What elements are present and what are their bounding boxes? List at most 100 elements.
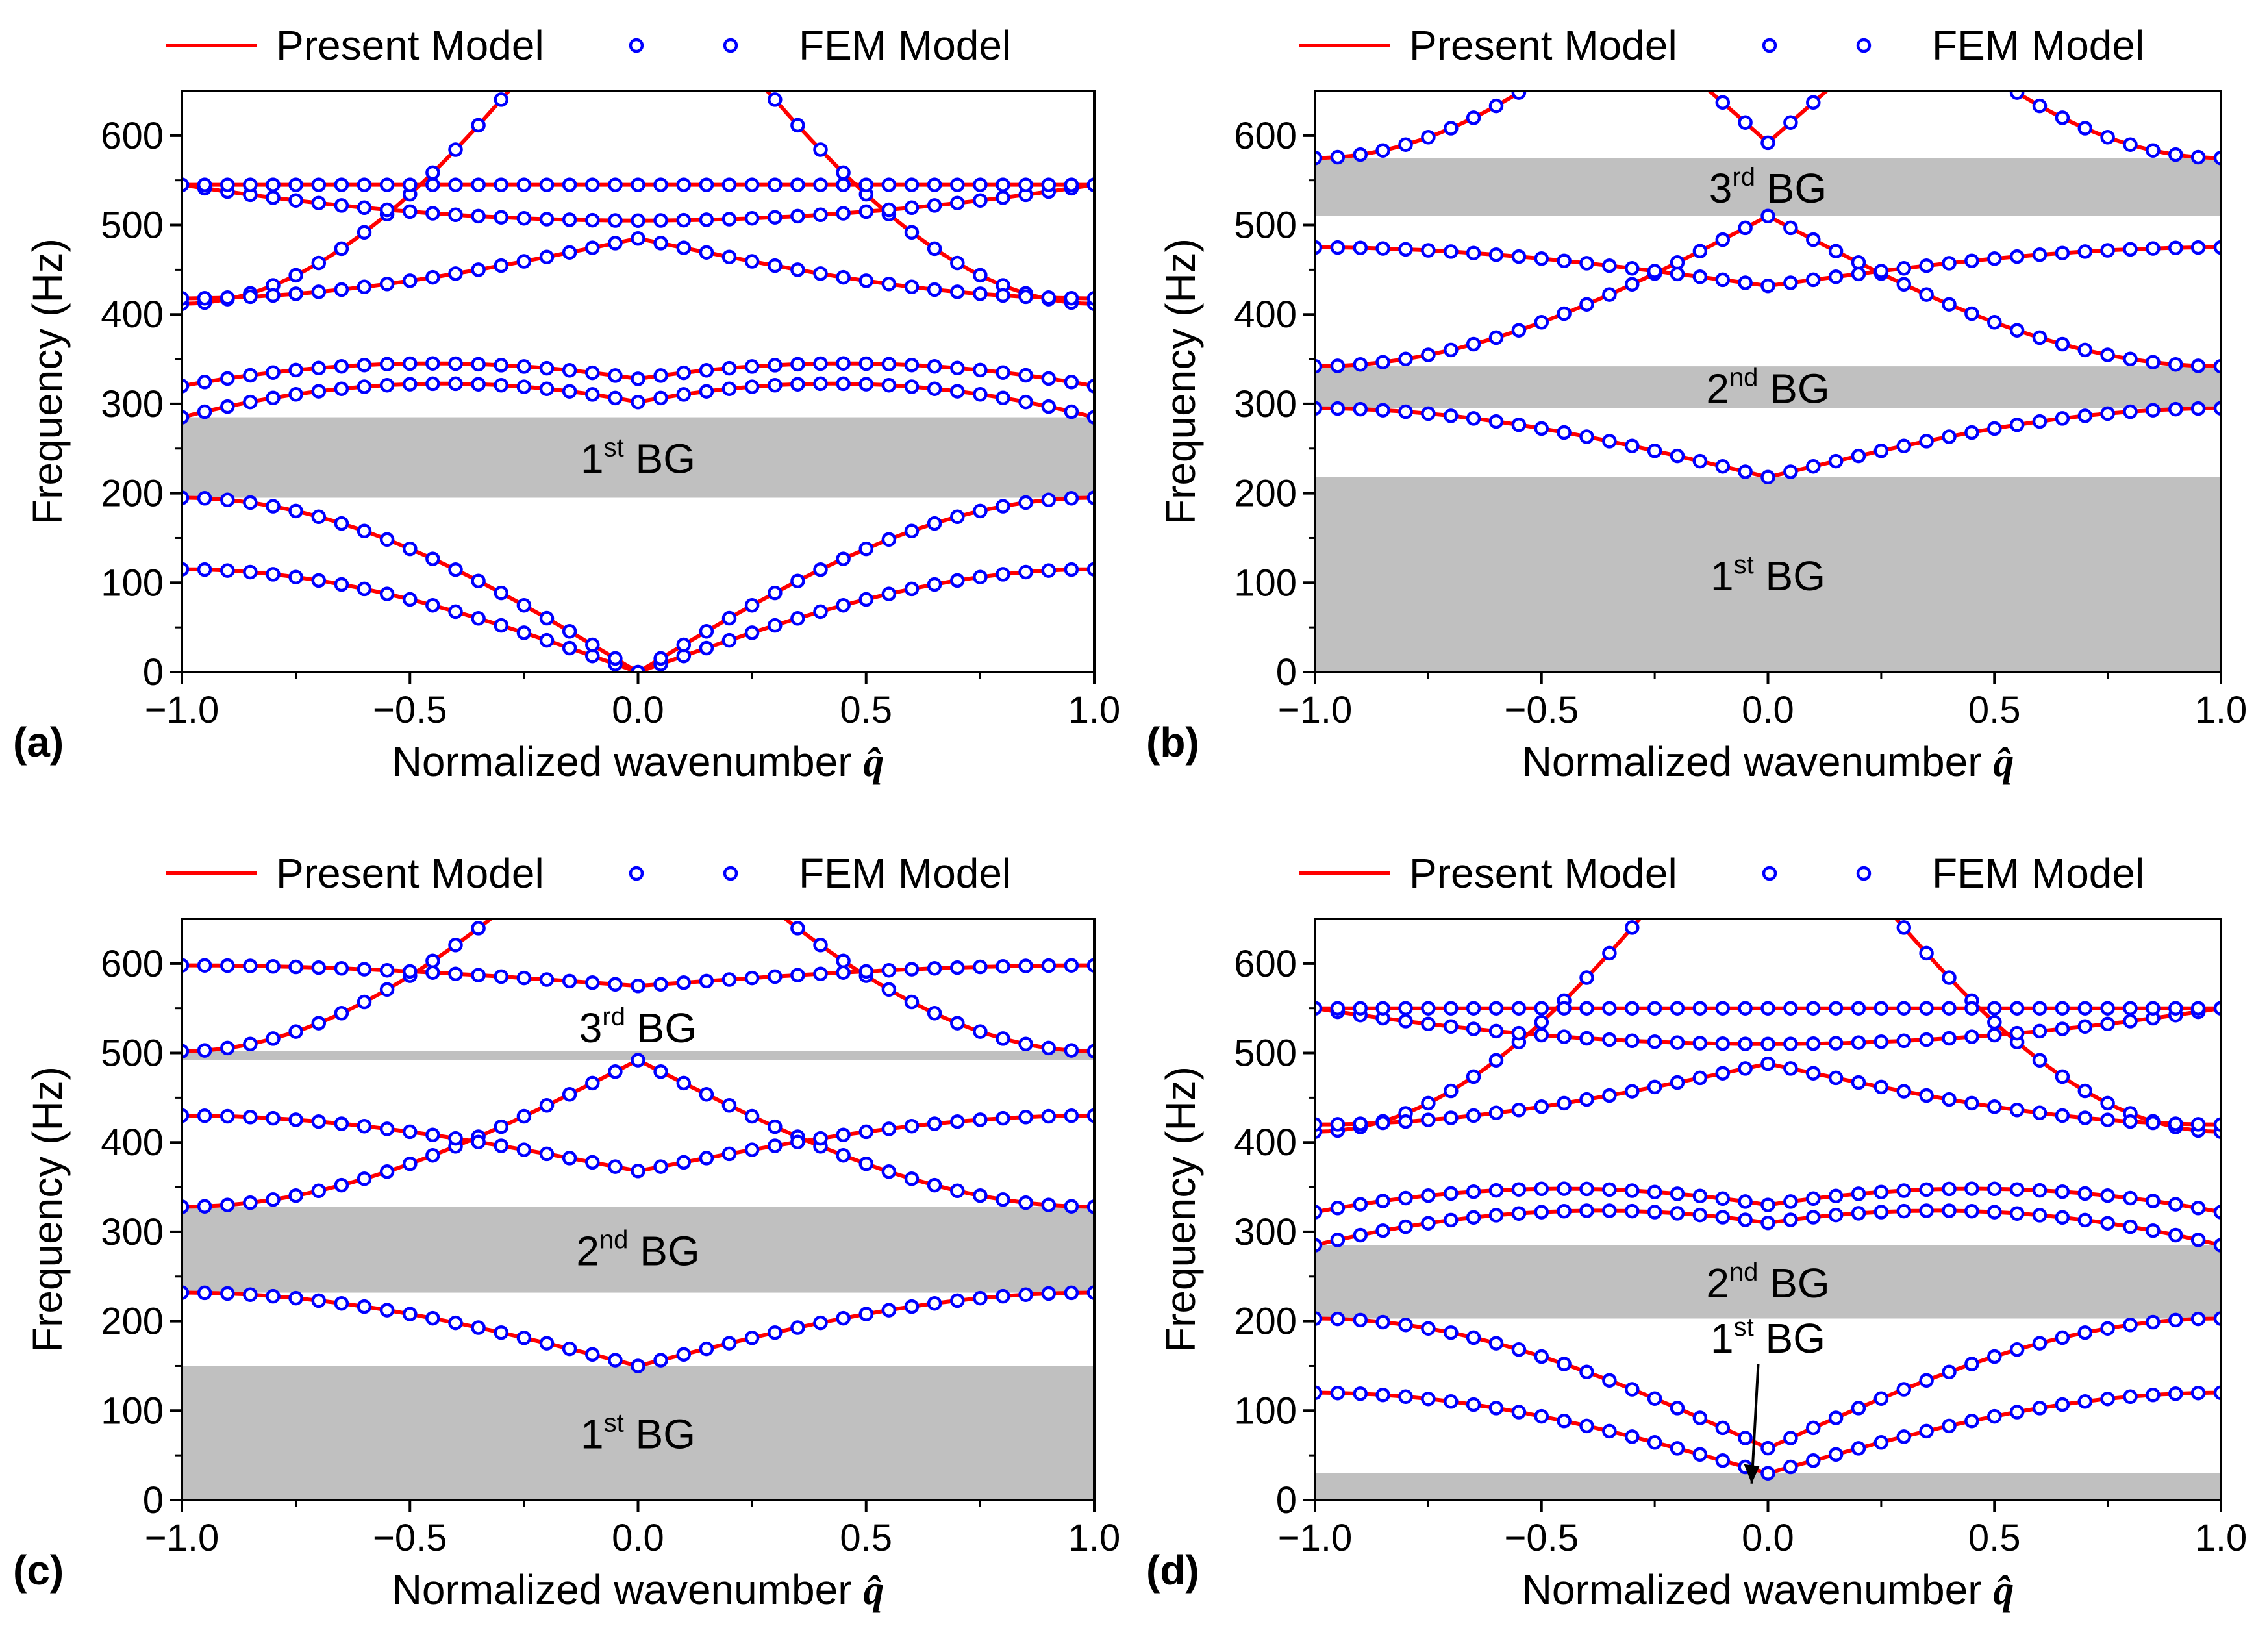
fem-marker xyxy=(631,231,645,246)
fem-marker xyxy=(197,1043,212,1058)
fem-marker xyxy=(2032,1183,2048,1198)
fem-marker xyxy=(1466,1069,1481,1084)
fem-marker xyxy=(2123,404,2138,419)
fem-marker xyxy=(769,905,781,916)
y-axis-label: Frequency (Hz) xyxy=(1157,1066,1204,1353)
fem-marker xyxy=(927,198,942,213)
fem-marker xyxy=(1064,290,1079,306)
band-gap-label-1: 1st BG xyxy=(581,434,695,482)
fem-marker xyxy=(1602,287,1617,302)
fem-marker xyxy=(357,994,372,1010)
fem-marker xyxy=(2077,1394,2093,1409)
fem-marker xyxy=(813,1131,828,1146)
fem-marker xyxy=(182,291,190,306)
fem-marker xyxy=(699,1341,714,1357)
fem-marker xyxy=(585,365,600,381)
fem-marker xyxy=(1964,1095,1979,1111)
fem-marker xyxy=(334,516,349,531)
fem-marker xyxy=(2146,1194,2161,1208)
fem-marker xyxy=(950,573,965,588)
fem-marker xyxy=(608,1159,623,1174)
y-tick-label: 300 xyxy=(1234,383,1297,425)
fem-marker xyxy=(2123,1190,2138,1206)
fem-marker xyxy=(676,637,692,653)
fem-marker xyxy=(996,190,1010,205)
fem-marker xyxy=(403,204,418,219)
fem-marker xyxy=(425,165,440,181)
fem-marker xyxy=(562,1151,577,1166)
fem-marker xyxy=(676,177,692,192)
fem-marker xyxy=(1579,1203,1594,1218)
fem-marker xyxy=(1760,1197,1775,1212)
fem-marker xyxy=(220,1040,235,1056)
fem-marker xyxy=(1398,1190,1413,1206)
fem-marker xyxy=(516,177,532,192)
legend-marker-swatch xyxy=(1856,38,1872,53)
fem-marker xyxy=(1041,958,1057,973)
fem-marker xyxy=(1830,77,1842,88)
fem-marker xyxy=(1315,1117,1323,1132)
fem-marker xyxy=(1557,306,1572,321)
fem-marker xyxy=(357,1171,372,1186)
fem-marker xyxy=(539,177,555,192)
fem-marker xyxy=(516,625,532,640)
fem-marker xyxy=(1692,269,1708,284)
fem-marker xyxy=(653,977,668,992)
fem-marker xyxy=(585,240,600,255)
fem-marker xyxy=(1375,1115,1390,1131)
fem-marker xyxy=(1018,289,1033,305)
fem-marker xyxy=(608,213,623,228)
fem-marker xyxy=(288,1290,303,1306)
fem-marker xyxy=(357,962,372,977)
fem-marker xyxy=(1828,1070,1844,1086)
fem-marker xyxy=(836,965,851,980)
fem-marker xyxy=(2077,1019,2093,1034)
fem-marker xyxy=(790,357,805,372)
fem-marker xyxy=(2213,1001,2221,1016)
fem-marker xyxy=(539,610,555,626)
fem-marker xyxy=(1647,1079,1662,1095)
fem-marker xyxy=(858,1156,874,1171)
fem-marker xyxy=(425,206,440,221)
legend-present-model: Present Model xyxy=(276,850,544,897)
fem-marker xyxy=(2009,91,2025,100)
chart-panel-4: 1st BG 2nd BG −1.0 −0.5 0.0 0.5 1.0 0 100 200 300 4… xyxy=(1146,850,2247,1613)
fem-marker xyxy=(1375,241,1390,256)
fem-marker xyxy=(1670,1186,1685,1201)
fem-marker xyxy=(1557,1203,1572,1219)
fem-marker xyxy=(1896,1382,1912,1397)
fem-marker xyxy=(973,387,988,402)
fem-marker xyxy=(1579,1364,1594,1380)
fem-marker xyxy=(2146,1115,2161,1131)
fem-marker xyxy=(1964,1203,1979,1219)
fem-marker xyxy=(357,1299,372,1314)
fem-marker xyxy=(1919,258,1934,273)
fem-marker xyxy=(744,1142,760,1157)
fem-marker xyxy=(676,975,692,990)
fem-marker xyxy=(2100,406,2115,421)
fem-marker xyxy=(562,1341,577,1357)
fem-marker xyxy=(653,1064,668,1079)
fem-marker xyxy=(1692,1036,1708,1051)
fem-marker xyxy=(403,177,418,192)
fem-marker xyxy=(1783,275,1798,290)
fem-marker xyxy=(1942,297,1957,312)
fem-marker xyxy=(2168,1227,2183,1243)
fem-marker xyxy=(182,177,190,192)
fem-marker xyxy=(790,118,805,133)
fem-marker xyxy=(1692,1447,1708,1462)
fem-marker xyxy=(1375,1387,1390,1403)
fem-marker xyxy=(1466,1330,1481,1345)
fem-marker xyxy=(197,404,212,419)
fem-marker xyxy=(631,979,645,994)
fem-marker xyxy=(721,212,737,227)
fem-marker xyxy=(744,1331,760,1345)
fem-marker xyxy=(334,282,349,297)
fem-marker xyxy=(699,384,714,399)
fem-marker xyxy=(950,1183,965,1199)
fem-marker xyxy=(1987,1205,2002,1220)
fem-marker xyxy=(2032,1208,2048,1223)
fem-marker xyxy=(1828,269,1844,284)
fem-marker xyxy=(425,953,440,969)
fem-marker xyxy=(1375,1314,1390,1330)
